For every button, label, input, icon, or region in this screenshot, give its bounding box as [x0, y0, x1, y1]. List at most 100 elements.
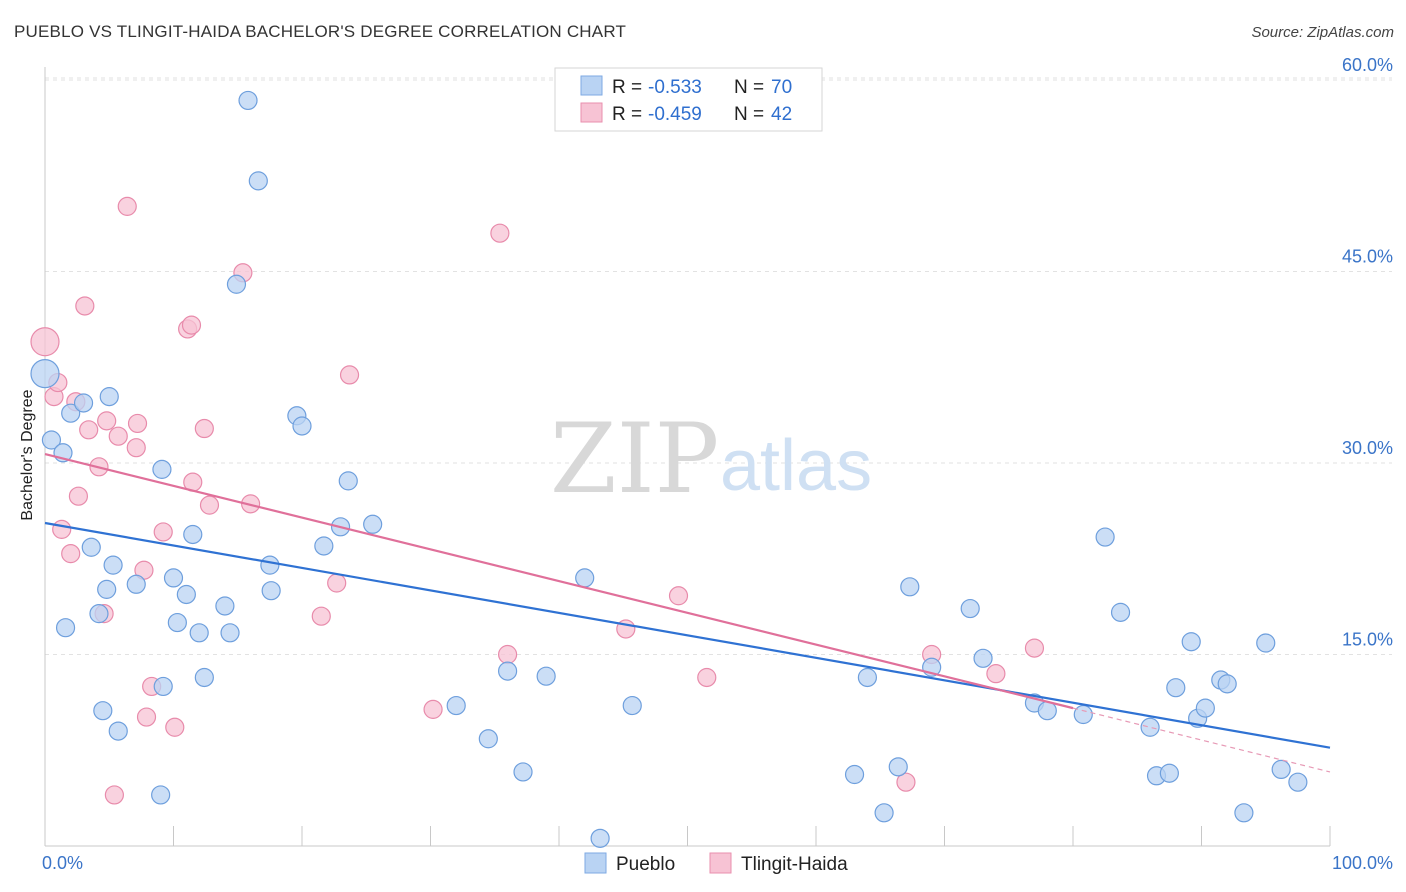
pueblo-point	[960, 598, 980, 619]
pueblo-point	[194, 667, 214, 688]
y-tick-label: 45.0%	[1342, 247, 1393, 267]
tlingit-point	[127, 413, 148, 434]
tlingit-point	[986, 664, 1006, 684]
legend-tlingit-n-value: 42	[771, 104, 792, 125]
tlingit-point	[108, 426, 128, 446]
axes	[44, 67, 1331, 847]
tlingit-point	[97, 411, 117, 431]
tlingit-point	[153, 522, 173, 542]
tlingit-point	[194, 418, 214, 439]
pueblo-point	[153, 676, 173, 697]
pueblo-point	[1110, 602, 1131, 622]
pueblo-point	[1256, 633, 1276, 653]
pueblo-point	[900, 577, 920, 597]
pueblo-point	[226, 274, 247, 294]
pueblo-point	[536, 666, 556, 686]
pueblo-point	[844, 764, 865, 785]
pueblo-point	[478, 729, 498, 749]
tlingit-point	[30, 327, 60, 357]
tlingit-point	[498, 644, 518, 665]
pueblo-point	[103, 555, 123, 575]
tlingit-point	[104, 785, 124, 805]
y-tick-label: 30.0%	[1342, 438, 1393, 458]
tlingit-point	[117, 196, 137, 216]
legend-tlingit-r-label: R =	[612, 104, 642, 125]
bottom-legend-pueblo-swatch	[584, 852, 607, 874]
pueblo-point	[238, 90, 258, 111]
pueblo-point	[89, 604, 109, 624]
tlingit-trend-line	[44, 452, 1074, 710]
pueblo-point	[314, 536, 334, 556]
pueblo-point	[61, 403, 81, 423]
pueblo-point	[97, 579, 117, 599]
pueblo-point	[292, 416, 312, 436]
gridlines	[45, 77, 1392, 655]
correlation-legend: R = -0.533 N = 70 R = -0.459 N = 42	[554, 67, 823, 132]
pueblo-point	[183, 524, 203, 545]
pueblo-point	[55, 618, 76, 638]
tlingit-point	[61, 544, 81, 564]
tlingit-point	[311, 606, 331, 626]
pueblo-point	[590, 828, 610, 848]
tlingit-point	[1024, 638, 1045, 658]
tlingit-point	[697, 667, 717, 688]
pueblo-point	[73, 393, 94, 413]
pueblo-point	[1181, 632, 1201, 652]
pueblo-point	[1271, 759, 1291, 780]
legend-pueblo-r-label: R =	[612, 77, 642, 98]
pueblo-point	[261, 581, 281, 601]
tlingit-haida-points	[30, 196, 1045, 805]
pueblo-point	[41, 430, 62, 450]
source-credit: Source: ZipAtlas.com	[1251, 24, 1394, 41]
legend-tlingit-n-label: N =	[734, 104, 764, 125]
legend-tlingit-swatch	[580, 102, 603, 123]
tlingit-point	[668, 586, 689, 606]
pueblo-point	[874, 803, 894, 823]
pueblo-point	[513, 762, 533, 782]
tlingit-point	[52, 519, 72, 539]
pueblo-point	[1166, 678, 1186, 698]
tlingit-point	[68, 486, 89, 506]
pueblo-point	[1159, 763, 1179, 783]
pueblo-point	[151, 785, 171, 805]
tlingit-point	[126, 438, 146, 458]
tlingit-point	[75, 296, 95, 316]
legend-pueblo-n-value: 70	[771, 77, 792, 98]
tlingit-trend-extension	[1072, 707, 1331, 773]
trend-lines	[44, 452, 1331, 773]
pueblo-point	[163, 568, 184, 588]
pueblo-point	[363, 514, 383, 534]
pueblo-point	[248, 171, 268, 191]
legend-pueblo-swatch	[580, 75, 603, 96]
pueblo-point	[498, 661, 518, 681]
legend-pueblo-r-value: -0.533	[648, 77, 702, 98]
tlingit-point	[199, 495, 220, 515]
bottom-legend-tlingit-swatch	[709, 852, 732, 874]
pueblo-point	[1195, 698, 1215, 718]
pueblo-point	[108, 721, 128, 741]
pueblo-point	[575, 568, 595, 588]
bottom-legend-tlingit-label: Tlingit-Haida	[741, 854, 848, 875]
y-tick-label: 60.0%	[1342, 55, 1393, 75]
tlingit-point	[165, 717, 185, 737]
pueblo-point	[189, 623, 209, 643]
watermark-atlas: atlas	[720, 426, 872, 506]
series-legend: Pueblo Tlingit-Haida	[584, 852, 848, 875]
legend-tlingit-r-value: -0.459	[648, 104, 702, 125]
tlingit-point	[327, 573, 347, 593]
bottom-legend-pueblo-label: Pueblo	[616, 854, 675, 875]
pueblo-point	[1217, 674, 1237, 694]
pueblo-point	[126, 574, 146, 594]
x-tick-label-min: 0.0%	[42, 853, 83, 873]
y-tick-label: 15.0%	[1342, 630, 1393, 650]
pueblo-point	[1288, 772, 1308, 792]
pueblo-point	[446, 695, 466, 716]
pueblo-point	[81, 537, 101, 557]
pueblo-point	[622, 695, 642, 716]
pueblo-point	[93, 701, 113, 721]
pueblo-point	[152, 459, 172, 479]
legend-pueblo-n-label: N =	[734, 77, 764, 98]
tlingit-point	[136, 707, 157, 727]
pueblo-trend-line	[44, 521, 1331, 749]
tlingit-point	[339, 365, 360, 385]
